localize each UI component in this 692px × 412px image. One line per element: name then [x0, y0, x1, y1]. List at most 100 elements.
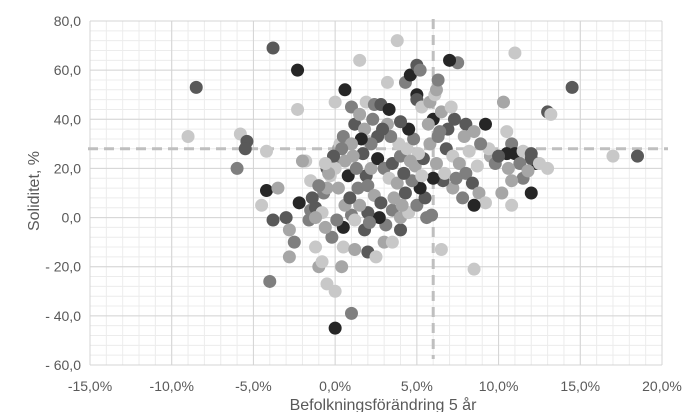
data-point: [353, 53, 367, 67]
data-point: [353, 198, 367, 212]
data-point: [397, 166, 411, 180]
data-point: [369, 250, 383, 264]
data-point: [238, 142, 252, 156]
data-point: [426, 171, 440, 185]
data-point: [492, 149, 506, 163]
data-point: [467, 125, 481, 139]
data-point: [358, 122, 372, 136]
data-point: [457, 129, 471, 143]
data-point: [325, 230, 339, 244]
y-tick-label: 60,0: [54, 62, 81, 78]
data-point: [474, 137, 488, 151]
data-point: [496, 95, 510, 109]
data-point: [456, 191, 470, 205]
y-tick-label: - 40,0: [45, 308, 81, 324]
data-point: [390, 34, 404, 48]
data-point: [353, 107, 367, 121]
data-point: [459, 166, 473, 180]
data-point: [266, 213, 280, 227]
data-point: [287, 235, 301, 249]
data-point: [309, 240, 323, 254]
data-point: [385, 235, 399, 249]
reference-lines: [88, 19, 668, 359]
data-point: [431, 73, 445, 87]
y-axis-title: Soliditet, %: [26, 151, 43, 231]
data-point: [362, 215, 376, 229]
data-point: [501, 161, 515, 175]
data-point: [544, 107, 558, 121]
data-point: [282, 250, 296, 264]
y-tick-label: 0,0: [62, 210, 82, 226]
data-point: [421, 117, 435, 131]
data-point: [446, 181, 460, 195]
data-point: [449, 171, 463, 185]
data-point: [266, 41, 280, 55]
data-point: [508, 46, 522, 60]
data-point: [403, 68, 417, 82]
data-point: [376, 122, 390, 136]
data-point: [429, 157, 443, 171]
data-point: [444, 100, 458, 114]
data-point: [348, 117, 362, 131]
data-point: [331, 181, 345, 195]
data-point: [328, 284, 342, 298]
data-point: [318, 220, 332, 234]
data-point: [398, 186, 412, 200]
data-point: [443, 53, 457, 67]
data-point: [322, 166, 336, 180]
data-point: [433, 125, 447, 139]
data-point: [230, 161, 244, 175]
data-point: [291, 102, 305, 116]
data-point: [312, 179, 326, 193]
data-point: [541, 161, 555, 175]
data-point: [467, 198, 481, 212]
data-point: [260, 184, 274, 198]
data-point: [309, 211, 323, 225]
data-point: [438, 166, 452, 180]
y-axis-tick-labels: 80,0 60,0 40,0 20,0 0,0 - 20,0 - 40,0 - 60,0: [45, 13, 81, 373]
x-tick-label: 15,0%: [560, 378, 600, 394]
data-point: [336, 240, 350, 254]
data-point: [380, 75, 394, 89]
data-point: [361, 179, 375, 193]
data-point: [255, 198, 269, 212]
x-tick-label: 10,0%: [479, 378, 519, 394]
data-point: [348, 213, 362, 227]
data-point: [500, 125, 514, 139]
x-tick-label: -15,0%: [68, 378, 112, 394]
data-point: [354, 132, 368, 146]
x-tick-label: 20,0%: [642, 378, 682, 394]
x-tick-label: -5,0%: [235, 378, 272, 394]
data-point: [318, 157, 332, 171]
data-point: [291, 63, 305, 77]
data-point: [565, 80, 579, 94]
data-point: [328, 95, 342, 109]
data-point: [351, 181, 365, 195]
data-point: [374, 196, 388, 210]
data-point: [452, 157, 466, 171]
data-point: [292, 196, 306, 210]
data-point: [364, 161, 378, 175]
data-point: [462, 144, 476, 158]
data-point: [260, 144, 274, 158]
data-point: [403, 154, 417, 168]
data-point: [425, 208, 439, 222]
data-point: [338, 154, 352, 168]
data-points: [181, 34, 644, 335]
data-point: [271, 181, 285, 195]
data-point: [394, 115, 408, 129]
x-tick-label: 5,0%: [401, 378, 433, 394]
data-point: [348, 243, 362, 257]
x-axis-tick-labels: -15,0% -10,0% -5,0% 0,0% 5,0% 10,0% 15,0% 20,0%: [68, 378, 682, 394]
data-point: [382, 102, 396, 116]
data-point: [447, 112, 461, 126]
data-point: [418, 191, 432, 205]
data-point: [465, 176, 479, 190]
data-point: [372, 211, 386, 225]
y-tick-label: 40,0: [54, 111, 81, 127]
data-point: [478, 196, 492, 210]
data-point: [328, 321, 342, 335]
data-point: [189, 80, 203, 94]
y-tick-label: 20,0: [54, 160, 81, 176]
